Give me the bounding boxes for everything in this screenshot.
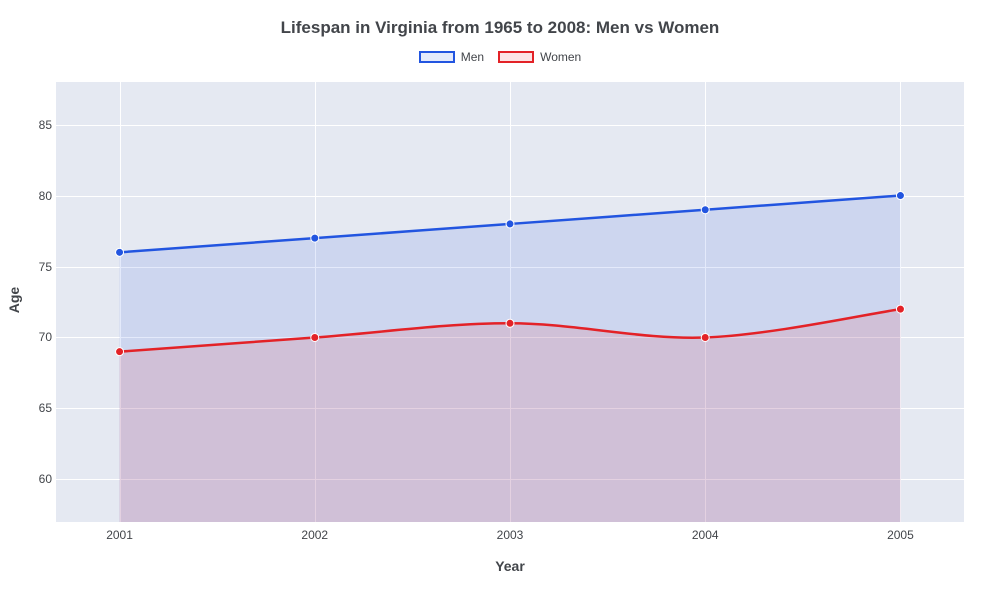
x-tick-label: 2003 bbox=[497, 528, 524, 542]
data-point[interactable] bbox=[311, 333, 319, 341]
plot-area bbox=[56, 82, 964, 522]
data-point[interactable] bbox=[311, 234, 319, 242]
legend-swatch-men bbox=[419, 51, 455, 63]
legend-label-women: Women bbox=[540, 50, 581, 64]
data-point[interactable] bbox=[506, 319, 514, 327]
y-tick-label: 70 bbox=[12, 330, 52, 344]
data-point[interactable] bbox=[116, 248, 124, 256]
legend-label-men: Men bbox=[461, 50, 484, 64]
data-point[interactable] bbox=[896, 305, 904, 313]
y-tick-label: 65 bbox=[12, 401, 52, 415]
y-tick-label: 80 bbox=[12, 189, 52, 203]
y-tick-label: 75 bbox=[12, 260, 52, 274]
x-tick-label: 2002 bbox=[301, 528, 328, 542]
legend-swatch-women bbox=[498, 51, 534, 63]
data-point[interactable] bbox=[116, 348, 124, 356]
data-point[interactable] bbox=[701, 333, 709, 341]
x-tick-label: 2001 bbox=[106, 528, 133, 542]
chart-title: Lifespan in Virginia from 1965 to 2008: … bbox=[0, 18, 1000, 38]
x-axis-label: Year bbox=[495, 558, 525, 574]
data-point[interactable] bbox=[701, 206, 709, 214]
data-point[interactable] bbox=[896, 192, 904, 200]
y-tick-label: 85 bbox=[12, 118, 52, 132]
data-point[interactable] bbox=[506, 220, 514, 228]
y-axis-label: Age bbox=[6, 287, 22, 313]
legend-item-women[interactable]: Women bbox=[498, 50, 581, 64]
x-tick-label: 2005 bbox=[887, 528, 914, 542]
chart-legend: Men Women bbox=[0, 50, 1000, 64]
data-layer bbox=[56, 82, 964, 522]
chart-container: Lifespan in Virginia from 1965 to 2008: … bbox=[0, 0, 1000, 600]
x-tick-label: 2004 bbox=[692, 528, 719, 542]
y-tick-label: 60 bbox=[12, 472, 52, 486]
legend-item-men[interactable]: Men bbox=[419, 50, 484, 64]
